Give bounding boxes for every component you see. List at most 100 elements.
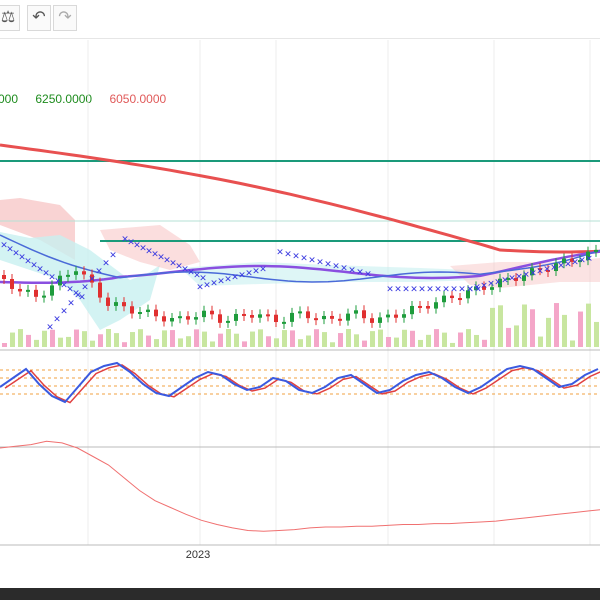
sar-mark-36: ✕: [193, 270, 201, 280]
sar-mark-58: ✕: [356, 267, 364, 277]
volume-bar-69: [554, 303, 559, 347]
sar-mark-4: ✕: [24, 256, 32, 266]
volume-bar-19: [154, 339, 159, 347]
sar-mark-80: ✕: [522, 270, 530, 280]
ma-short-line: [0, 234, 600, 283]
candle-body-56: [450, 295, 454, 299]
candle-body-31: [250, 315, 254, 318]
volume-bar-44: [354, 334, 359, 347]
candle-body-6: [50, 285, 54, 296]
sar-mark-60: ✕: [386, 284, 394, 294]
sar-mark-26: ✕: [133, 240, 141, 250]
volume-bar-12: [98, 334, 103, 347]
candle-body-0: [2, 275, 6, 279]
sar-mark-81: ✕: [529, 268, 537, 278]
volume-bar-30: [242, 341, 247, 347]
candle-body-58: [466, 290, 470, 299]
candle-body-66: [530, 268, 534, 276]
candle-body-16: [130, 306, 134, 314]
volume-bar-64: [514, 325, 519, 347]
volume-bar-20: [162, 330, 167, 347]
volume-bar-60: [482, 339, 487, 347]
sar-mark-10: ✕: [60, 280, 68, 290]
volume-bar-8: [66, 336, 71, 347]
candle-body-40: [322, 315, 326, 320]
sar-mark-86: ✕: [564, 259, 572, 269]
sar-mark-50: ✕: [292, 251, 300, 261]
sar-mark-37: ✕: [199, 273, 207, 283]
sar-mark-35: ✕: [187, 267, 195, 277]
sar-mark-39: ✕: [203, 280, 211, 290]
candle-body-29: [234, 313, 238, 321]
volume-bar-57: [458, 332, 463, 347]
sar-mark-83: ✕: [543, 264, 551, 274]
sar-mark-72: ✕: [466, 284, 474, 294]
volume-bar-49: [394, 337, 399, 347]
sar-mark-16: ✕: [60, 306, 68, 316]
sar-mark-42: ✕: [224, 274, 232, 284]
volume-bar-67: [538, 336, 543, 347]
sar-mark-69: ✕: [458, 284, 466, 294]
sar-mark-5: ✕: [30, 260, 38, 270]
sar-mark-38: ✕: [196, 282, 204, 292]
sar-mark-48: ✕: [276, 247, 284, 257]
volume-bar-33: [266, 336, 271, 347]
sar-mark-66: ✕: [434, 284, 442, 294]
legend-value-2: 6250.0000: [35, 92, 93, 106]
volume-bar-42: [338, 333, 343, 347]
sar-mark-40: ✕: [210, 278, 218, 288]
volume-bar-9: [74, 329, 79, 347]
sar-mark-67: ✕: [442, 284, 450, 294]
sar-mark-19: ✕: [81, 282, 89, 292]
candle-body-41: [330, 315, 334, 319]
redo-arrow-icon[interactable]: ↷: [53, 5, 77, 31]
sar-mark-6: ✕: [36, 264, 44, 274]
candle-body-28: [226, 320, 230, 323]
candle-body-10: [82, 271, 86, 275]
candle-body-72: [578, 260, 582, 263]
candle-body-65: [522, 275, 526, 281]
candle-body-38: [306, 311, 310, 319]
volume-bar-11: [90, 340, 95, 347]
candle-body-14: [114, 302, 118, 306]
volume-bar-70: [562, 314, 567, 347]
volume-bar-6: [50, 329, 55, 347]
sar-mark-3: ✕: [18, 252, 26, 262]
sar-mark-46: ✕: [252, 266, 260, 276]
volume-bar-14: [114, 333, 119, 347]
candle-body-21: [170, 318, 174, 322]
candle-body-39: [314, 318, 318, 321]
candle-body-68: [546, 269, 550, 272]
candle-body-46: [370, 318, 374, 323]
candle-body-74: [594, 249, 598, 252]
candle-body-51: [410, 305, 414, 315]
candle-body-35: [282, 321, 286, 324]
volume-bar-73: [586, 303, 591, 347]
sar-mark-68: ✕: [450, 284, 458, 294]
candle-body-37: [298, 311, 302, 314]
sar-mark-27: ✕: [139, 243, 147, 253]
x-axis-year-label: 2023: [186, 549, 210, 561]
volume-bar-51: [410, 330, 415, 347]
sar-mark-87: ✕: [571, 257, 579, 267]
chart-toolbar: ⚖ ↶ ↷: [0, 0, 600, 39]
bottom-scrollbar[interactable]: [0, 588, 600, 600]
candle-body-30: [242, 313, 246, 316]
sar-mark-22: ✕: [102, 258, 110, 268]
sar-mark-9: ✕: [54, 276, 62, 286]
sar-mark-61: ✕: [394, 284, 402, 294]
sar-mark-62: ✕: [402, 284, 410, 294]
candle-body-32: [258, 314, 262, 318]
balance-scale-icon[interactable]: ⚖: [0, 5, 20, 31]
volume-bar-17: [138, 329, 143, 347]
sar-mark-49: ✕: [284, 249, 292, 259]
volume-bar-40: [322, 332, 327, 347]
sar-mark-1: ✕: [6, 244, 14, 254]
sar-mark-11: ✕: [66, 284, 74, 294]
candle-body-4: [34, 289, 38, 297]
sar-mark-33: ✕: [175, 261, 183, 271]
candle-body-60: [482, 286, 486, 290]
candle-body-53: [426, 305, 430, 309]
undo-arrow-icon[interactable]: ↶: [27, 5, 51, 31]
